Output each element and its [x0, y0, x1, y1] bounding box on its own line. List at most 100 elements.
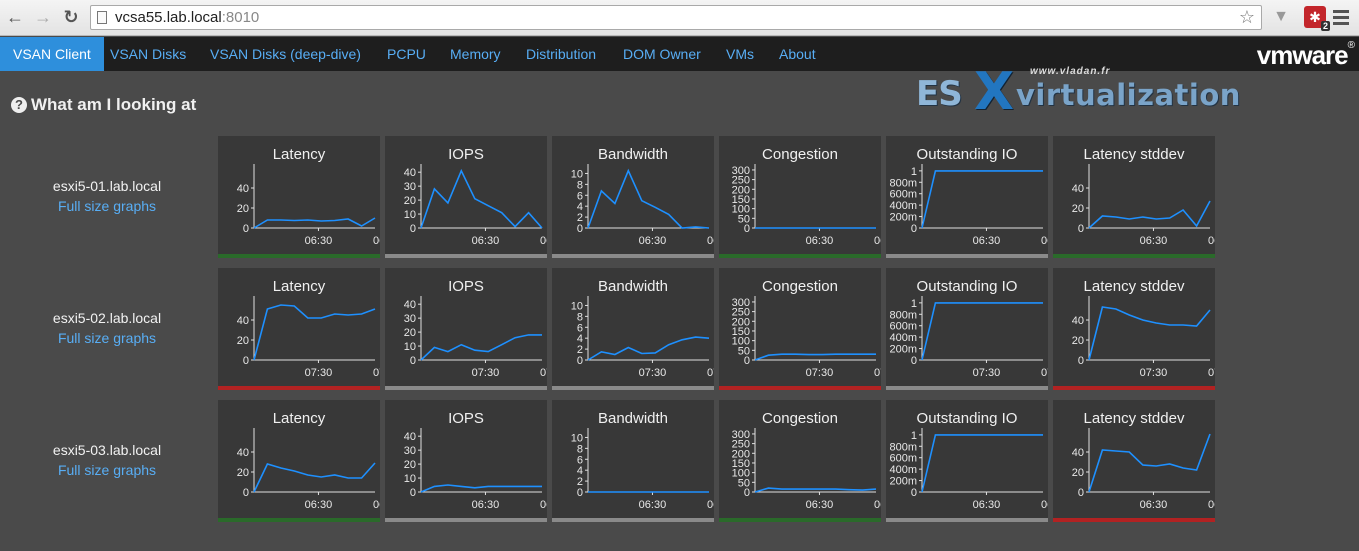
nav-pcpu[interactable]: PCPU	[387, 46, 426, 62]
x-tick-label-clipped: 07:	[1208, 367, 1215, 379]
graph-panel[interactable]: Latency 0 20 40 06:30 06:	[218, 136, 380, 258]
y-tick-label: 4	[577, 333, 583, 345]
series-line	[754, 487, 877, 493]
nav-about[interactable]: About	[779, 46, 816, 62]
nav-memory[interactable]: Memory	[450, 46, 501, 62]
series-line	[1088, 200, 1211, 229]
watermark-es: ES	[916, 74, 963, 114]
x-tick-label-clipped: 06:	[707, 235, 714, 247]
graph-panel[interactable]: Latency stddev 0 20 40 06:30 06:	[1053, 136, 1215, 258]
url-port: :8010	[221, 9, 260, 26]
y-tick-label: 40	[237, 183, 249, 195]
reload-icon[interactable]: ↻	[63, 7, 79, 27]
y-tick-label: 400m	[889, 200, 917, 212]
series-line	[420, 484, 542, 493]
help-toggle[interactable]: ? What am I looking at	[11, 95, 196, 115]
y-tick-label: 40	[1072, 447, 1084, 459]
y-tick-label: 1	[911, 298, 917, 310]
nav-vsan-disks-deep-dive[interactable]: VSAN Disks (deep-dive)	[210, 46, 361, 62]
y-tick-label: 40	[237, 447, 249, 459]
status-bar	[886, 518, 1048, 522]
nav-vms[interactable]: VMs	[726, 46, 754, 62]
watermark-url: www.vladan.fr	[1030, 66, 1111, 77]
status-bar	[719, 386, 881, 390]
y-tick-label: 20	[1072, 467, 1084, 479]
status-bar	[218, 518, 380, 522]
y-tick-label: 2	[577, 476, 583, 488]
bookmark-star-icon[interactable]: ☆	[1238, 7, 1255, 27]
y-tick-label: 8	[577, 311, 583, 323]
status-bar	[218, 386, 380, 390]
mini-line-chart: 0 20 40 06:30 06:	[237, 428, 380, 511]
x-tick-label: 06:30	[973, 235, 1001, 247]
graph-panel[interactable]: Latency 0 20 40 06:30 06:	[218, 400, 380, 522]
y-tick-label: 200	[732, 448, 750, 460]
nav-distribution[interactable]: Distribution	[526, 46, 597, 62]
page-icon	[97, 11, 107, 24]
y-tick-label: 1	[911, 166, 917, 178]
status-bar	[385, 518, 547, 522]
y-tick-label: 50	[738, 345, 750, 357]
forward-arrow-icon[interactable]: →	[34, 7, 52, 27]
nav-dom-owner[interactable]: DOM Owner	[623, 46, 701, 62]
graph-panel[interactable]: Latency stddev 0 20 40 06:30 06:	[1053, 400, 1215, 522]
y-tick-label: 0	[911, 487, 917, 499]
graph-title: IOPS	[448, 278, 484, 295]
x-tick-label: 07:30	[1140, 367, 1168, 379]
y-tick-label: 8	[577, 443, 583, 455]
graph-title: Latency	[272, 410, 326, 427]
y-tick-label: 250	[732, 175, 750, 187]
y-tick-label: 40	[1072, 315, 1084, 327]
browser-toolbar: ← → ↻ vcsa55.lab.local:8010 ☆ ▼ ✱ 2	[0, 0, 1359, 36]
browser-menu-icon[interactable]	[1333, 10, 1349, 28]
download-extension-icon[interactable]: ▼	[1273, 8, 1289, 25]
vmware-logo: vmware®	[1256, 40, 1355, 70]
x-tick-label-clipped: 07:	[874, 367, 881, 379]
x-tick-label-clipped: 06:	[1041, 499, 1048, 511]
full-size-graphs-link[interactable]: Full size graphs	[57, 462, 157, 478]
graph-panel[interactable]: IOPS 0 10 20 30 40 07:30 07:	[385, 268, 547, 390]
graph-panel[interactable]: Latency stddev 0 20 40 07:30 07:	[1053, 268, 1215, 390]
extension-icon[interactable]: ✱ 2	[1304, 6, 1330, 31]
y-tick-label: 0	[410, 355, 416, 367]
x-tick-label: 06:30	[305, 235, 333, 247]
host-label-1: esxi5-01.lab.local Full size graphs	[0, 178, 214, 214]
y-tick-label: 20	[1072, 335, 1084, 347]
graph-title: Latency stddev	[1083, 278, 1185, 295]
address-bar[interactable]: vcsa55.lab.local:8010 ☆	[90, 5, 1262, 30]
graph-panel[interactable]: Latency 0 20 40 07:30 07:	[218, 268, 380, 390]
y-tick-label: 40	[404, 299, 416, 311]
nav-vsan-disks[interactable]: VSAN Disks	[110, 46, 187, 62]
back-arrow-icon[interactable]: ←	[6, 7, 24, 27]
full-size-graphs-link[interactable]: Full size graphs	[57, 198, 157, 214]
url-host: vcsa55.lab.local	[115, 9, 222, 26]
url-text[interactable]: vcsa55.lab.local:8010	[115, 9, 259, 26]
y-tick-label: 0	[577, 355, 583, 367]
host-name: esxi5-01.lab.local	[52, 178, 162, 194]
y-tick-label: 10	[404, 341, 416, 353]
full-size-graphs-link[interactable]: Full size graphs	[57, 330, 157, 346]
nav-vsan-client[interactable]: VSAN Client	[0, 37, 104, 71]
graph-panel[interactable]: IOPS 0 10 20 30 40 06:30 06:	[385, 136, 547, 258]
x-tick-label-clipped: 06:	[540, 499, 547, 511]
x-tick-label: 06:30	[973, 499, 1001, 511]
extension-badge: 2	[1320, 21, 1330, 31]
y-tick-label: 0	[410, 223, 416, 235]
x-tick-label: 06:30	[1140, 235, 1168, 247]
graph-panel[interactable]: IOPS 0 10 20 30 40 06:30 06:	[385, 400, 547, 522]
y-tick-label: 40	[404, 431, 416, 443]
series-line	[253, 304, 376, 361]
